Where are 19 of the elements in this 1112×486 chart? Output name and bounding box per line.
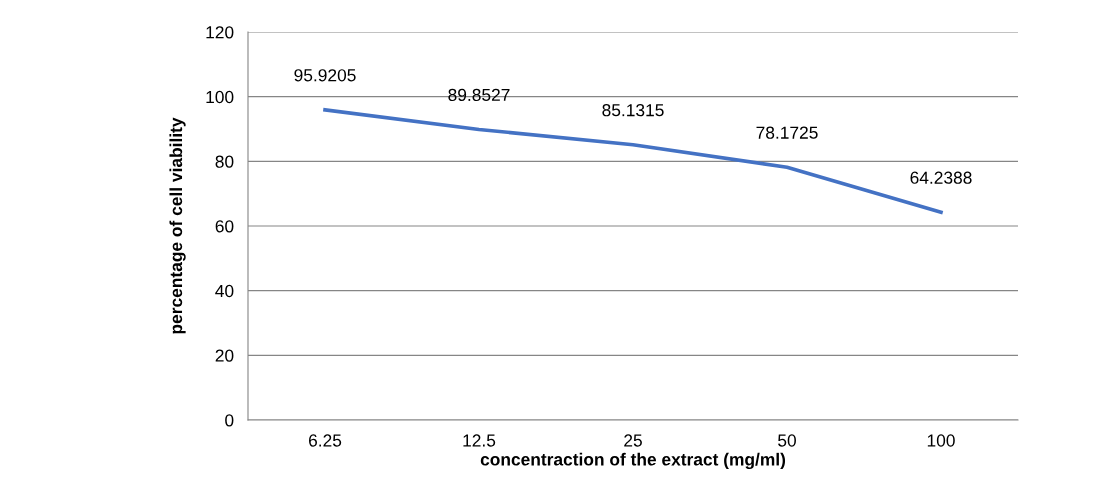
- y-tick-label: 0: [225, 414, 234, 427]
- y-tick-label: 120: [206, 26, 234, 39]
- x-axis-title: concentraction of the extract (mg/ml): [480, 452, 786, 470]
- y-tick-label: 100: [206, 90, 234, 104]
- y-tick-label: 40: [215, 284, 234, 298]
- data-label: 85.1315: [602, 104, 664, 117]
- x-tick-label: 100: [927, 434, 955, 447]
- y-tick-label: 80: [215, 155, 234, 168]
- data-label: 89.8527: [448, 88, 510, 102]
- y-axis-title: percentage of cell viability: [169, 117, 186, 334]
- x-tick-label: 6.25: [308, 434, 342, 447]
- x-tick-label: 50: [778, 434, 796, 447]
- x-tick-label: 25: [624, 434, 642, 447]
- data-label: 64.2388: [910, 171, 972, 184]
- data-label: 78.1725: [756, 126, 818, 139]
- x-tick-label: 12.5: [463, 434, 496, 447]
- y-tick-label: 20: [215, 349, 234, 362]
- data-label: 95.9205: [294, 69, 356, 82]
- y-tick-label: 60: [215, 220, 234, 233]
